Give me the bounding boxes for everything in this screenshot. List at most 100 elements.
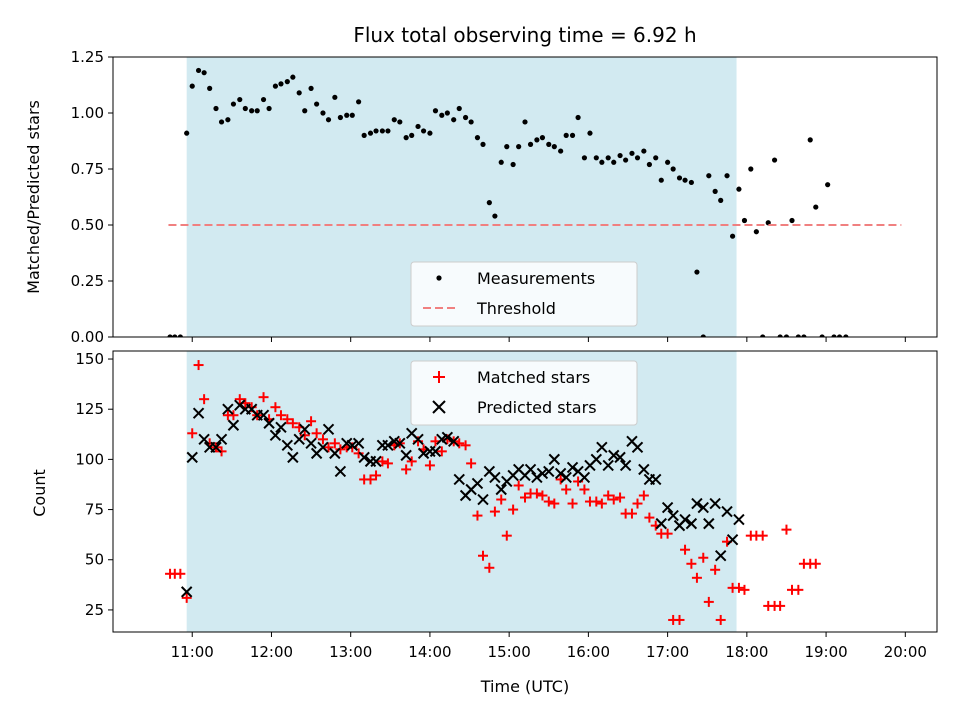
matched-star-point (644, 512, 655, 523)
cross-b (412, 433, 424, 446)
predicted-star-point (222, 403, 234, 415)
measurement-point (361, 132, 367, 138)
measurement-point (332, 94, 338, 100)
cross-b (685, 517, 698, 530)
matched-star-point (335, 444, 346, 455)
predicted-star-point (543, 465, 555, 478)
cross-b (543, 465, 555, 478)
predicted-star-point (602, 459, 614, 472)
measurement-point (260, 96, 267, 103)
cross-b (697, 501, 709, 514)
measurement-point (682, 177, 688, 183)
cross-b (590, 453, 603, 466)
cross-b (453, 473, 465, 486)
cross-b (554, 467, 567, 480)
measurement-point (563, 132, 569, 138)
measurement-point (634, 155, 641, 161)
predicted-star-point (667, 509, 679, 522)
matched-star-point (424, 460, 435, 471)
matched-star-point (520, 492, 530, 503)
measurement-point (290, 74, 296, 80)
y-tick-label: 75 (85, 501, 104, 519)
x-axis-label: Time (UTC) (480, 677, 569, 696)
cross-b (287, 451, 299, 464)
matched-star-point (662, 528, 673, 539)
top-data-marks (112, 56, 938, 338)
measurement-point (486, 200, 492, 206)
cross-b (631, 441, 644, 454)
cross-b (382, 439, 394, 452)
cross-b (341, 437, 353, 450)
cross-b (447, 435, 460, 448)
cross-b (305, 437, 317, 450)
y-tick-label: 0.50 (71, 216, 104, 234)
matched-star-point (299, 430, 310, 441)
measurement-point (177, 334, 183, 337)
matched-star-point (258, 392, 269, 403)
measurement-point (308, 85, 314, 91)
top-y-axis-label: Matched/Predicted stars (24, 100, 43, 294)
cross-b (293, 433, 305, 446)
predicted-star-point (180, 586, 193, 598)
measurement-point (391, 117, 397, 123)
measurement-point (795, 334, 801, 337)
predicted-star-point (322, 423, 335, 435)
predicted-star-point (453, 473, 465, 486)
cross-b (512, 463, 525, 476)
matched-star-point (674, 614, 685, 625)
matched-star-point (691, 572, 702, 583)
predicted-star-point (477, 493, 489, 506)
x-tick-label: 13:00 (329, 643, 372, 661)
matched-star-point (234, 394, 245, 405)
measurement-point (539, 135, 546, 141)
measurement-point (569, 132, 576, 138)
matched-star-point (733, 582, 744, 593)
predicted-star-point (441, 431, 454, 444)
matched-star-point (508, 504, 519, 515)
matched-star-point (501, 530, 512, 541)
predicted-star-point (263, 417, 275, 429)
measurement-point (777, 334, 783, 337)
matched-star-point (466, 458, 477, 469)
measurement-point (456, 105, 462, 112)
predicted-star-point (733, 513, 745, 526)
cross-b (180, 586, 193, 598)
cross-b (257, 409, 270, 421)
predicted-star-point (269, 429, 282, 442)
matched-star-point (382, 458, 393, 469)
predicted-star-point (726, 533, 739, 546)
measurement-point (254, 108, 260, 114)
cross-b (483, 465, 496, 478)
cross-b (358, 451, 370, 464)
x-tick-label: 16:00 (567, 643, 610, 661)
cross-b (548, 453, 561, 466)
measurement-point (167, 334, 173, 337)
plot-frame (112, 56, 938, 338)
cross-b (626, 435, 638, 448)
matched-star-point (317, 434, 328, 445)
measurement-point (771, 157, 778, 163)
bottom-legend: Matched stars Predicted stars (410, 360, 638, 426)
y-tick-label: 0.75 (71, 160, 104, 178)
cross-b (186, 451, 198, 464)
matched-star-point (282, 414, 293, 425)
measurement-point (439, 112, 445, 118)
matched-star-point (680, 544, 691, 555)
measurement-point (670, 166, 676, 172)
x-tick-label: 11:00 (171, 643, 214, 661)
measurement-point (836, 334, 843, 337)
measurement-point (337, 114, 343, 121)
predicted-star-point (346, 439, 358, 452)
matched-star-point (377, 456, 388, 467)
cross-b (733, 513, 745, 526)
measurement-point (230, 101, 237, 107)
matched-star-point (489, 506, 500, 517)
measurement-point (474, 135, 481, 141)
measurement-point (225, 117, 231, 123)
predicted-star-point (215, 433, 228, 446)
cross-b (222, 403, 234, 415)
x-tick-label: 20:00 (884, 643, 927, 661)
measurement-point (665, 159, 671, 165)
measurement-point (534, 137, 540, 143)
measurement-point (242, 105, 248, 112)
